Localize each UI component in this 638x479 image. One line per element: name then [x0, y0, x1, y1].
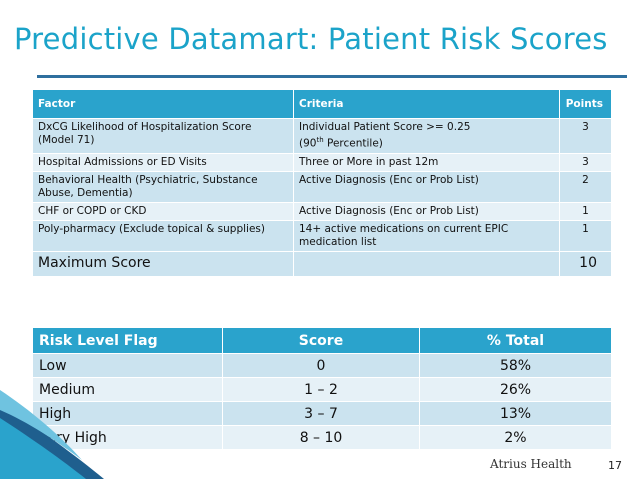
criteria-cell: 14+ active medications on current EPIC m… — [293, 219, 560, 252]
table-row: Low 0 58% — [32, 353, 612, 378]
points-cell: 2 — [559, 170, 612, 203]
factor-cell: CHF or COPD or CKD — [32, 201, 294, 221]
max-score-empty — [293, 250, 560, 277]
criteria-line: Individual Patient Score >= 0.25 — [299, 121, 471, 133]
criteria-cell: Individual Patient Score >= 0.25 (90th Pe… — [293, 118, 560, 154]
percent-cell: 26% — [419, 377, 612, 402]
header-score: Score — [222, 327, 420, 354]
title-divider — [37, 75, 627, 78]
criteria-cell: Active Diagnosis (Enc or Prob List) — [293, 170, 560, 203]
percent-cell: 58% — [419, 353, 612, 378]
max-score-value: 10 — [559, 250, 612, 277]
table-row: DxCG Likelihood of Hospitalization Score… — [32, 118, 612, 154]
points-cell: 1 — [559, 219, 612, 252]
risk-level-table: Risk Level Flag Score % Total Low 0 58% … — [32, 327, 612, 450]
factor-cell: Behavioral Health (Psychiatric, Substanc… — [32, 170, 294, 203]
footer-organization: Atrius Health — [490, 457, 572, 471]
score-cell: 1 – 2 — [222, 377, 420, 402]
table-row: Medium 1 – 2 26% — [32, 377, 612, 402]
score-cell: 3 – 7 — [222, 401, 420, 426]
criteria-percentile-open: (90 — [299, 137, 317, 150]
factor-cell: Poly-pharmacy (Exclude topical & supplie… — [32, 219, 294, 252]
score-cell: 8 – 10 — [222, 425, 420, 450]
max-score-row: Maximum Score 10 — [32, 250, 612, 277]
percent-cell: 13% — [419, 401, 612, 426]
max-score-label: Maximum Score — [32, 250, 294, 277]
slide-title: Predictive Datamart: Patient Risk Scores — [14, 22, 608, 56]
page-number: 17 — [608, 459, 622, 472]
table-row: Poly-pharmacy (Exclude topical & supplie… — [32, 219, 612, 252]
percent-cell: 2% — [419, 425, 612, 450]
table-row: Very High 8 – 10 2% — [32, 425, 612, 450]
risk-flag-cell: Low — [32, 353, 223, 378]
header-percent-total: % Total — [419, 327, 612, 354]
criteria-superscript: th — [316, 136, 324, 144]
criteria-cell: Three or More in past 12m — [293, 152, 560, 172]
points-cell: 1 — [559, 201, 612, 221]
factors-header-row: Factor Criteria Points — [32, 89, 612, 119]
table-row: Behavioral Health (Psychiatric, Substanc… — [32, 170, 612, 203]
risk-header-row: Risk Level Flag Score % Total — [32, 327, 612, 354]
table-row: High 3 – 7 13% — [32, 401, 612, 426]
table-row: Hospital Admissions or ED Visits Three o… — [32, 152, 612, 172]
points-cell: 3 — [559, 152, 612, 172]
points-cell: 3 — [559, 118, 612, 154]
score-cell: 0 — [222, 353, 420, 378]
header-risk-flag: Risk Level Flag — [32, 327, 223, 354]
table-row: CHF or COPD or CKD Active Diagnosis (Enc… — [32, 201, 612, 221]
risk-flag-cell: Medium — [32, 377, 223, 402]
header-criteria: Criteria — [293, 89, 560, 119]
factor-cell: DxCG Likelihood of Hospitalization Score… — [32, 118, 294, 154]
factor-cell: Hospital Admissions or ED Visits — [32, 152, 294, 172]
criteria-percentile-close: Percentile) — [323, 137, 383, 150]
header-points: Points — [559, 89, 612, 119]
header-factor: Factor — [32, 89, 294, 119]
criteria-cell: Active Diagnosis (Enc or Prob List) — [293, 201, 560, 221]
factors-table: Factor Criteria Points DxCG Likelihood o… — [32, 89, 612, 277]
corner-swoosh-decoration — [0, 390, 104, 479]
